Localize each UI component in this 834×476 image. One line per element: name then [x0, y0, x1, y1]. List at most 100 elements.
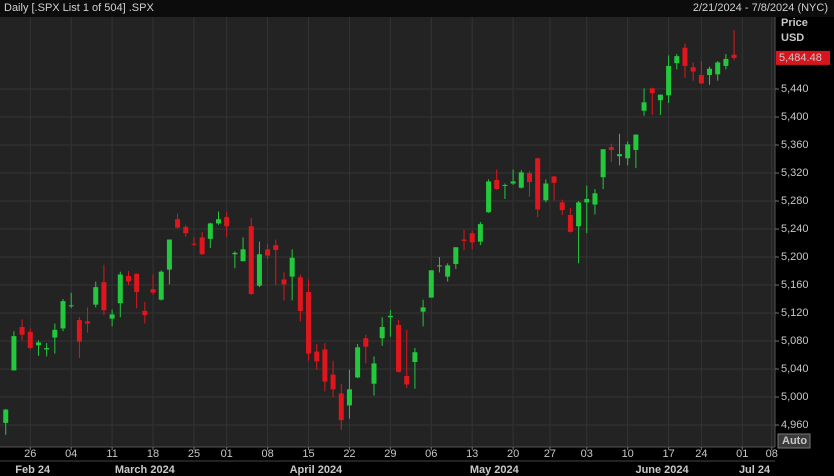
x-tick-label: 10: [622, 448, 634, 460]
candle-body: [256, 254, 262, 286]
y-tick-label: 5,200: [781, 251, 809, 263]
candle-body: [224, 217, 230, 227]
auto-button-label[interactable]: Auto: [782, 435, 807, 447]
y-tick-label: 5,400: [781, 111, 809, 123]
candle-body: [240, 249, 246, 262]
candle-body: [322, 349, 328, 382]
candle-body: [27, 331, 33, 349]
last-price-label: 5,484.48: [779, 52, 822, 64]
candle-body: [592, 193, 598, 205]
candle-body: [371, 363, 377, 384]
candle-body: [363, 338, 369, 347]
month-label: May 2024: [470, 464, 520, 476]
candle-body: [117, 274, 123, 304]
y-tick-label: 5,440: [781, 83, 809, 95]
y-tick-label: 5,080: [781, 335, 809, 347]
month-label: Jul 24: [739, 464, 771, 476]
candle-body: [396, 324, 402, 372]
candle-body: [248, 226, 254, 295]
y-tick-label: 5,360: [781, 139, 809, 151]
candle-body: [445, 265, 451, 277]
candle-body: [666, 65, 672, 96]
y-tick-label: 5,320: [781, 167, 809, 179]
candle-body: [52, 329, 58, 338]
candle-body: [297, 277, 303, 311]
candle-body: [649, 88, 655, 94]
candle-body: [330, 374, 336, 390]
month-label: April 2024: [290, 464, 343, 476]
candle-body: [477, 224, 483, 242]
candle-body: [731, 54, 737, 58]
candle-body: [338, 393, 344, 421]
candle-body: [158, 271, 164, 300]
header-bar: [0, 0, 834, 17]
candle-body: [723, 58, 729, 66]
candle-body: [657, 94, 663, 101]
candle-body: [518, 172, 524, 188]
candle-body: [76, 320, 82, 342]
candle-body: [68, 305, 74, 307]
candle-body: [35, 342, 41, 346]
candle-body: [142, 310, 148, 316]
candle-body: [60, 301, 66, 329]
candle-body: [134, 273, 140, 293]
candle-body: [199, 237, 205, 255]
candle-body: [216, 219, 222, 224]
candle-body: [314, 351, 320, 362]
x-tick-label: 03: [581, 448, 593, 460]
last-price-box: [776, 50, 830, 65]
x-tick-label: 13: [466, 448, 478, 460]
candle-body: [698, 75, 704, 84]
candle-body: [19, 327, 25, 335]
candle-body: [567, 215, 573, 232]
auto-button[interactable]: [777, 433, 811, 449]
candle-body: [526, 173, 532, 183]
candle-body: [387, 315, 393, 318]
candle-body: [11, 336, 17, 371]
x-tick-label: 15: [302, 448, 314, 460]
candle-body: [355, 347, 361, 378]
month-label: Feb 24: [15, 464, 51, 476]
candle-body: [469, 233, 475, 243]
candle-body: [44, 348, 50, 350]
x-tick-label: 01: [221, 448, 233, 460]
candle-body: [101, 282, 107, 311]
candle-body: [682, 47, 688, 66]
x-tick-label: 27: [544, 448, 556, 460]
x-tick-label: 17: [662, 448, 674, 460]
candle-body: [412, 352, 418, 363]
candle-body: [535, 158, 541, 210]
x-tick-label: 22: [343, 448, 355, 460]
candle-body: [584, 198, 590, 203]
candle-body: [109, 314, 115, 319]
candle-body: [232, 252, 238, 255]
candle-body: [265, 249, 271, 256]
month-label: June 2024: [635, 464, 689, 476]
candle-body: [551, 176, 557, 183]
candle-body: [641, 102, 647, 111]
candle-body: [576, 202, 582, 227]
candle-body: [625, 144, 631, 159]
candle-body: [191, 243, 197, 245]
candle-body: [633, 134, 639, 150]
candle-body: [486, 181, 492, 213]
y-tick-label: 4,960: [781, 419, 809, 431]
x-tick-label: 08: [766, 448, 778, 460]
x-tick-label: 25: [188, 448, 200, 460]
y-tick-label: 5,280: [781, 195, 809, 207]
candle-body: [494, 180, 500, 190]
y-axis-unit: USD: [781, 32, 804, 44]
month-label: March 2024: [115, 464, 176, 476]
candle-body: [85, 321, 91, 324]
candle-body: [420, 307, 426, 312]
candle-body: [346, 389, 352, 406]
candle-body: [175, 219, 181, 228]
x-tick-label: 20: [507, 448, 519, 460]
candle-body: [428, 270, 434, 298]
candle-body: [150, 289, 156, 293]
candle-body: [510, 181, 516, 184]
candle-body: [125, 275, 131, 282]
candle-body: [436, 265, 442, 267]
